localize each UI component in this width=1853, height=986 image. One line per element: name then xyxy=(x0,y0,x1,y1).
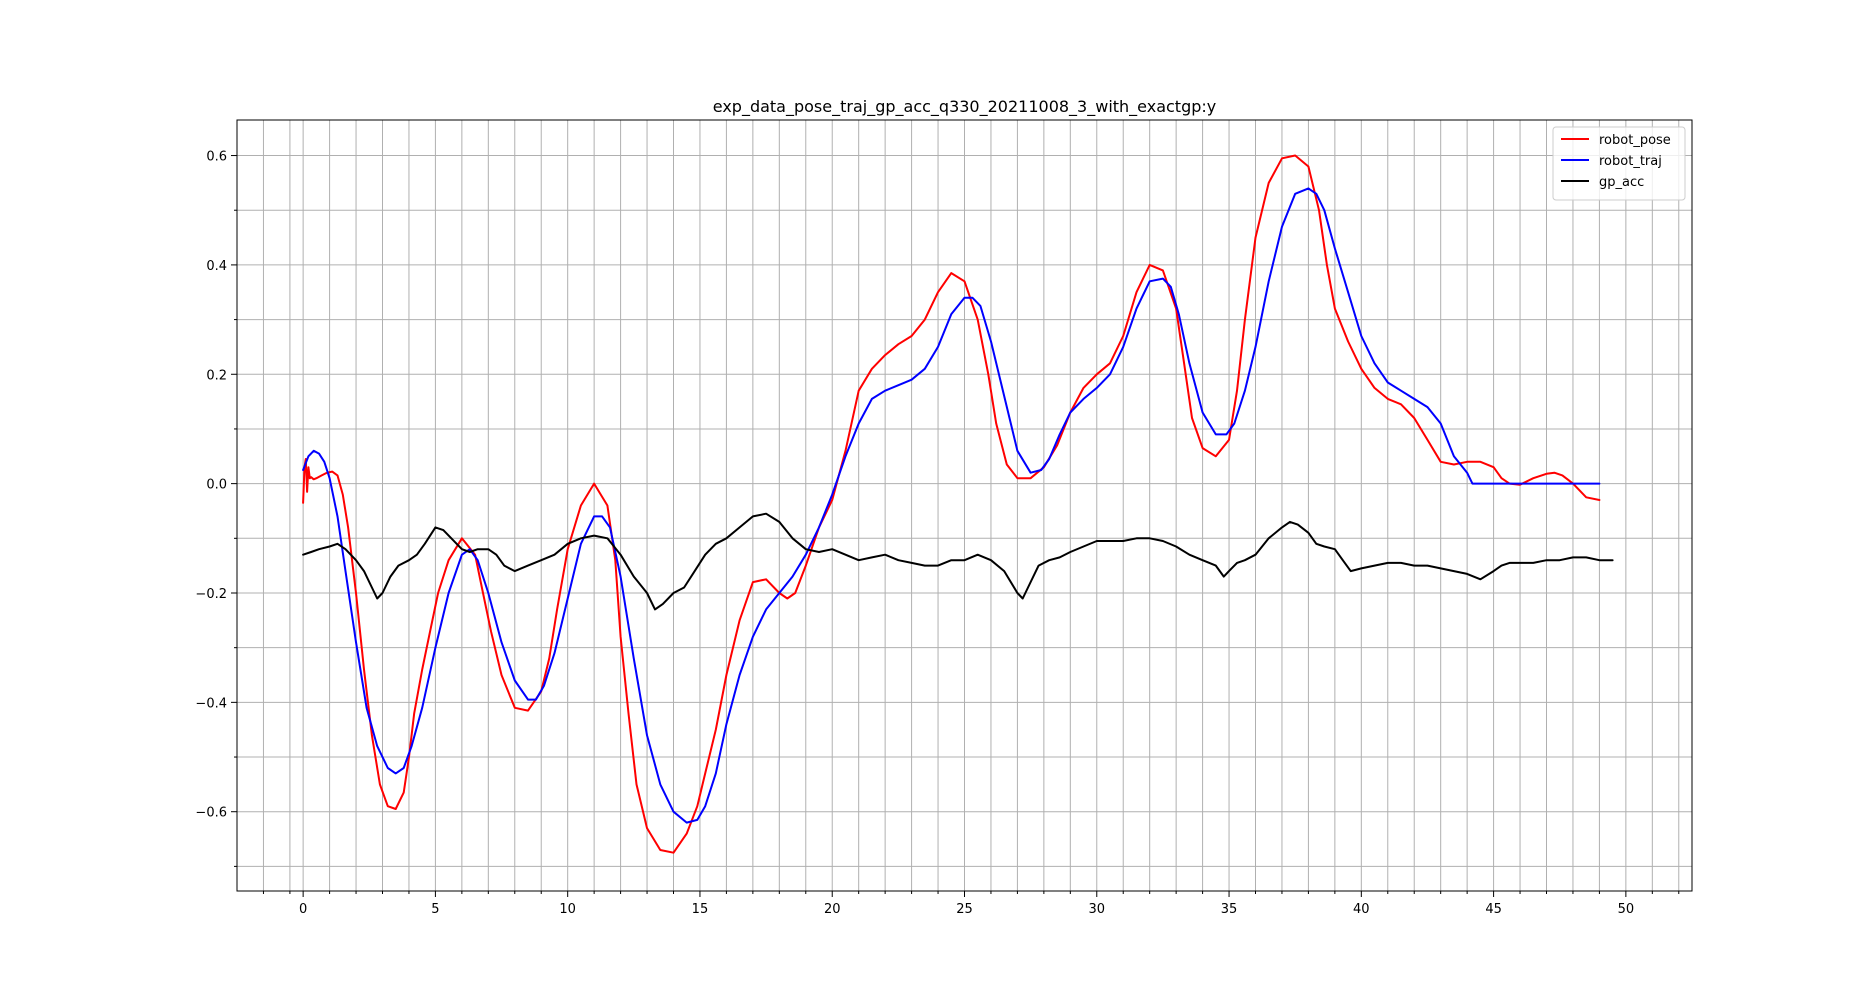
y-tick-label: −0.4 xyxy=(195,696,227,711)
legend-label-robot-traj: robot_traj xyxy=(1599,154,1662,169)
y-tick-label: −0.2 xyxy=(195,587,227,602)
x-tick-label: 25 xyxy=(956,902,973,917)
y-tick-label: −0.6 xyxy=(195,806,227,821)
legend-label-gp-acc: gp_acc xyxy=(1599,175,1644,190)
x-tick-label: 0 xyxy=(299,902,307,917)
x-tick-label: 30 xyxy=(1088,902,1105,917)
x-tick-label: 15 xyxy=(692,902,709,917)
series-line-robot-pose xyxy=(302,154,1601,854)
y-tick-label: 0.2 xyxy=(206,368,227,383)
x-tick-label: 40 xyxy=(1353,902,1370,917)
y-tick-label: 0.4 xyxy=(206,259,227,274)
legend: robot_pose robot_traj gp_acc xyxy=(1552,126,1686,201)
x-axis-tick-labels: 0 5 10 15 20 25 30 35 40 45 50 xyxy=(299,902,1634,917)
y-axis-tick-labels: −0.6 −0.4 −0.2 0.0 0.2 0.4 0.6 xyxy=(195,150,227,821)
series-layer xyxy=(302,154,1614,854)
x-tick-label: 10 xyxy=(559,902,576,917)
x-tick-label: 5 xyxy=(431,902,439,917)
x-tick-label: 50 xyxy=(1618,902,1635,917)
x-tick-label: 20 xyxy=(824,902,841,917)
ticks xyxy=(231,155,1680,897)
y-tick-label: 0.6 xyxy=(206,150,227,165)
series-line-gp-acc xyxy=(302,512,1614,611)
y-tick-label: 0.0 xyxy=(206,478,227,493)
legend-label-robot-pose: robot_pose xyxy=(1599,133,1671,148)
grid xyxy=(237,120,1692,891)
x-tick-label: 35 xyxy=(1221,902,1238,917)
x-tick-label: 45 xyxy=(1485,902,1502,917)
series-line-robot-traj xyxy=(302,187,1601,824)
chart-title: exp_data_pose_traj_gp_acc_q330_20211008_… xyxy=(713,97,1217,117)
